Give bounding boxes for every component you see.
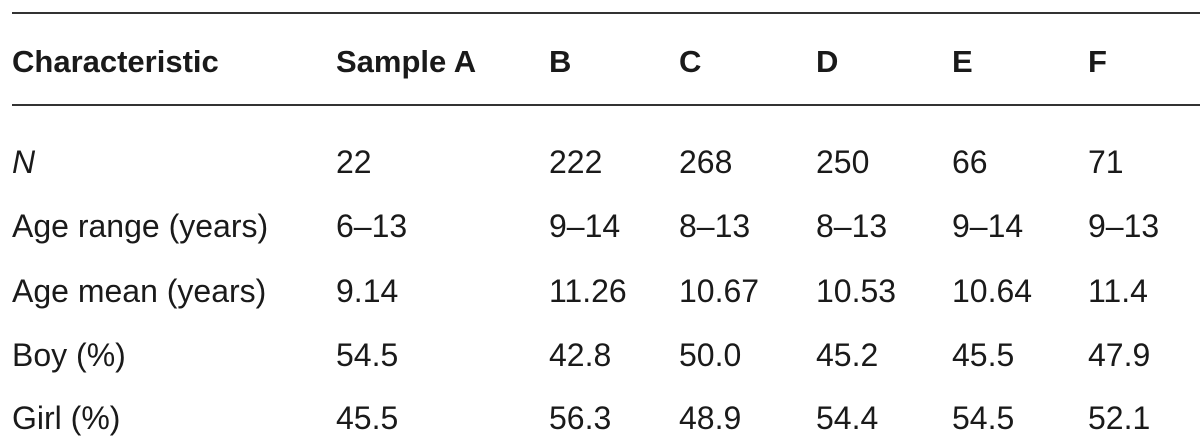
table-cell: 11.26 bbox=[549, 273, 627, 309]
table-cell: 10.67 bbox=[679, 273, 760, 309]
table-row: Boy (%) 54.5 42.8 50.0 45.2 45.5 47.9 bbox=[0, 335, 1200, 375]
header-c: C bbox=[679, 44, 702, 79]
table-cell: 42.8 bbox=[549, 337, 612, 373]
table-cell: 10.53 bbox=[816, 273, 897, 309]
table-cell: 250 bbox=[816, 144, 870, 180]
table-row: Age mean (years) 9.14 11.26 10.67 10.53 … bbox=[0, 271, 1200, 311]
row-label: Age mean (years) bbox=[12, 273, 267, 309]
table-header-row: Characteristic Sample A B C D E F bbox=[0, 42, 1200, 82]
table-cell: 71 bbox=[1088, 144, 1124, 180]
header-f: F bbox=[1088, 44, 1107, 79]
table-cell: 50.0 bbox=[679, 337, 742, 373]
table-cell: 222 bbox=[549, 144, 603, 180]
table-cell: 9–14 bbox=[549, 208, 621, 244]
table-cell: 66 bbox=[952, 144, 988, 180]
header-sample-a: Sample A bbox=[336, 44, 477, 79]
table-row: Girl (%) 45.5 56.3 48.9 54.4 54.5 52.1 bbox=[0, 398, 1200, 438]
table-cell: 54.4 bbox=[816, 400, 879, 436]
table-cell: 54.5 bbox=[336, 337, 399, 373]
table-cell: 6–13 bbox=[336, 208, 408, 244]
table-top-rule bbox=[12, 12, 1200, 14]
table-row: Age range (years) 6–13 9–14 8–13 8–13 9–… bbox=[0, 206, 1200, 246]
table-cell: 45.5 bbox=[952, 337, 1015, 373]
row-label: Boy (%) bbox=[12, 337, 126, 373]
table-cell: 268 bbox=[679, 144, 733, 180]
table-cell: 8–13 bbox=[679, 208, 751, 244]
table-cell: 47.9 bbox=[1088, 337, 1151, 373]
table-row: N 22 222 268 250 66 71 bbox=[0, 142, 1200, 182]
table-cell: 11.4 bbox=[1088, 273, 1148, 309]
table-cell: 48.9 bbox=[679, 400, 742, 436]
header-e: E bbox=[952, 44, 973, 79]
table-cell: 9.14 bbox=[336, 273, 399, 309]
table-header-rule bbox=[12, 104, 1200, 106]
table-cell: 8–13 bbox=[816, 208, 888, 244]
table-cell: 9–13 bbox=[1088, 208, 1160, 244]
table-cell: 52.1 bbox=[1088, 400, 1151, 436]
row-label: Girl (%) bbox=[12, 400, 121, 436]
header-d: D bbox=[816, 44, 839, 79]
table-cell: 9–14 bbox=[952, 208, 1024, 244]
header-characteristic: Characteristic bbox=[12, 44, 219, 79]
table-cell: 45.2 bbox=[816, 337, 879, 373]
header-b: B bbox=[549, 44, 572, 79]
table-cell: 54.5 bbox=[952, 400, 1015, 436]
table-cell: 56.3 bbox=[549, 400, 612, 436]
table-cell: 10.64 bbox=[952, 273, 1033, 309]
table-cell: 45.5 bbox=[336, 400, 399, 436]
table-cell: 22 bbox=[336, 144, 372, 180]
row-label: Age range (years) bbox=[12, 208, 269, 244]
row-label: N bbox=[12, 144, 36, 180]
